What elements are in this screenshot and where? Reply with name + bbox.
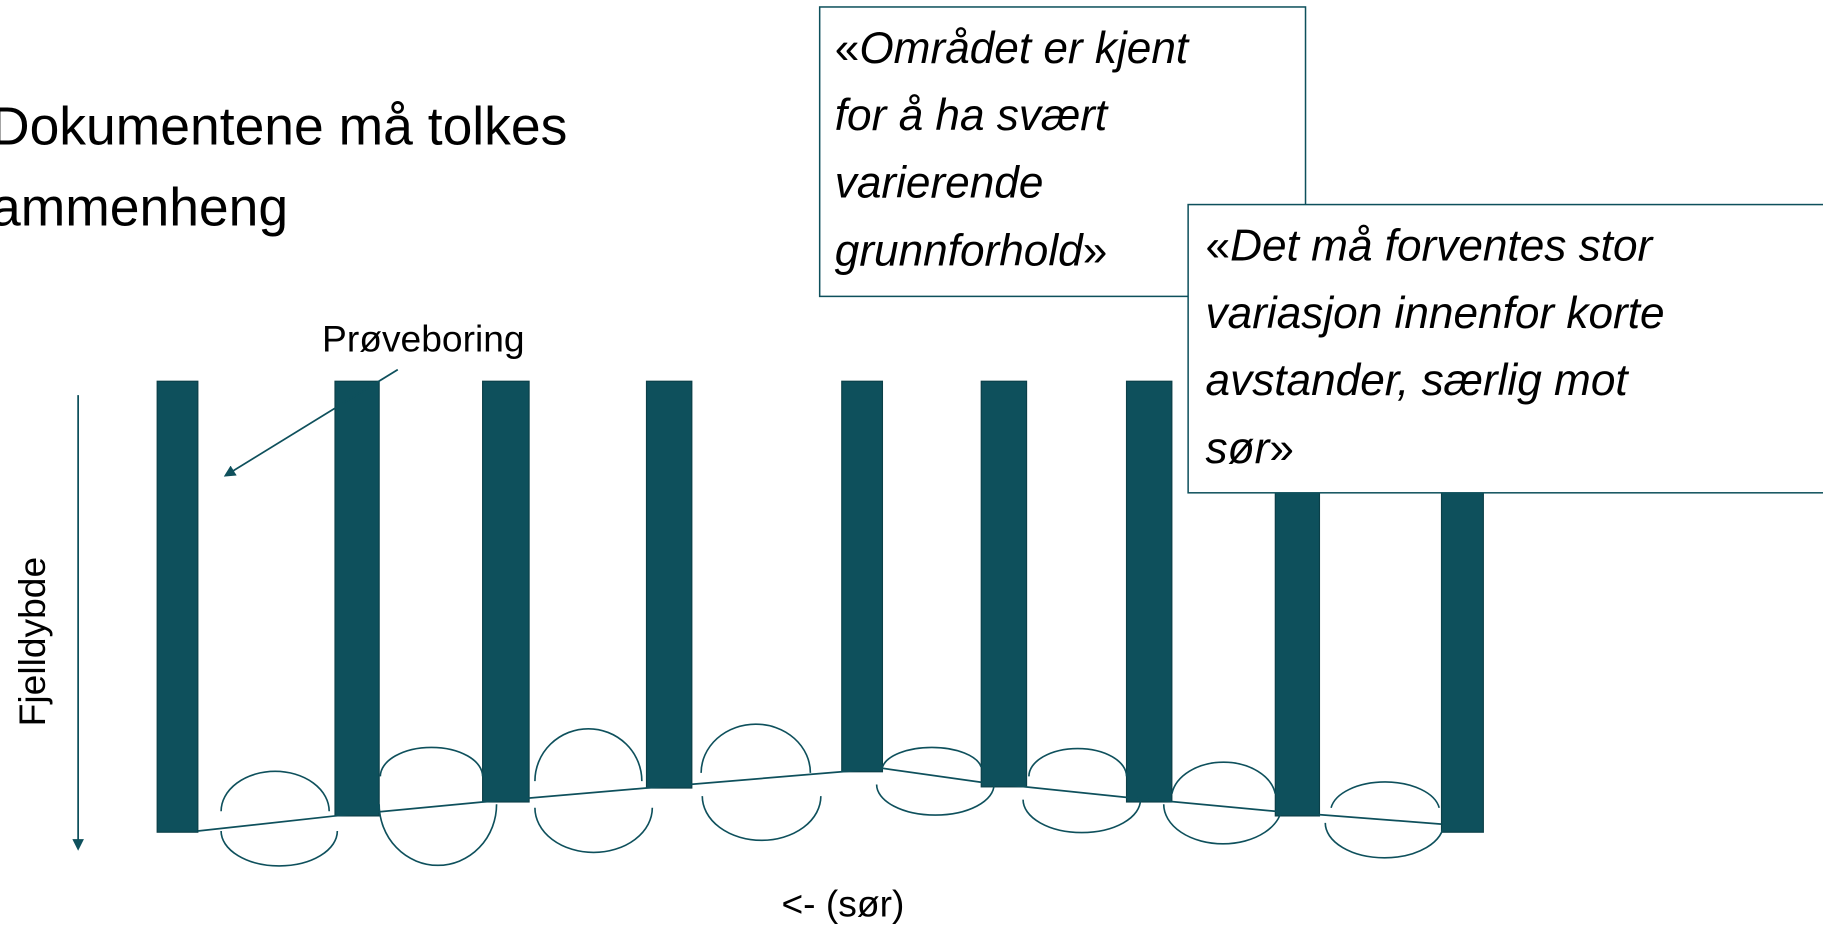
arc — [877, 785, 994, 816]
arc — [701, 724, 810, 773]
quote-line: varierende — [835, 159, 1044, 208]
slide: Dokumentene må tolkes ammenheng Fjelldyb… — [0, 0, 1823, 931]
arc — [1331, 782, 1439, 808]
quote-text: sør — [1206, 424, 1272, 473]
quote-mark: » — [1083, 226, 1108, 275]
boring — [842, 381, 883, 772]
quote-mark: » — [1269, 424, 1294, 473]
quote-line: «Det må forventes stor — [1206, 221, 1655, 270]
arc — [1023, 800, 1140, 833]
title-line: ammenheng — [0, 179, 288, 238]
arc — [1029, 749, 1127, 777]
arc — [535, 729, 642, 781]
arc — [535, 808, 652, 853]
quote-mark: « — [1206, 221, 1231, 270]
quote-text: Området er kjent — [859, 24, 1190, 73]
boring — [646, 381, 691, 788]
quote-text: grunnforhold — [835, 226, 1084, 275]
arc — [882, 747, 981, 767]
boring — [335, 381, 379, 816]
arc — [1172, 762, 1275, 794]
arc — [221, 831, 337, 866]
title-line: Dokumentene må tolkes — [0, 97, 567, 156]
direction-label: <- (sør) — [781, 882, 904, 924]
arc — [379, 804, 496, 865]
quote-box: «Det må forventes stor variasjon innenfo… — [1188, 205, 1823, 493]
depth-label: Fjelldybde — [11, 557, 53, 727]
quote-mark: « — [835, 24, 860, 73]
sample-label: Prøveboring — [322, 318, 525, 360]
boring — [1127, 381, 1172, 802]
quote-line: grunnforhold» — [835, 226, 1108, 275]
boring — [157, 381, 198, 832]
arc — [221, 771, 329, 811]
arc — [702, 796, 821, 840]
variation-arcs — [221, 724, 1444, 866]
arc — [380, 747, 482, 776]
quote-line: sør» — [1206, 424, 1294, 473]
quote-line: «Området er kjent — [835, 24, 1190, 73]
page: {"title": {"lines": ["Dokumentene må tol… — [0, 0, 1823, 931]
quote-line: variasjon innenfor korte — [1206, 289, 1665, 338]
bedrock-line — [198, 768, 1442, 831]
quote-text: Det må forventes stor — [1230, 221, 1654, 270]
boring — [483, 381, 529, 802]
boring — [981, 381, 1026, 787]
quote-line: avstander, særlig mot — [1206, 356, 1630, 405]
quote-line: for å ha svært — [835, 91, 1109, 140]
arc — [1325, 823, 1444, 858]
